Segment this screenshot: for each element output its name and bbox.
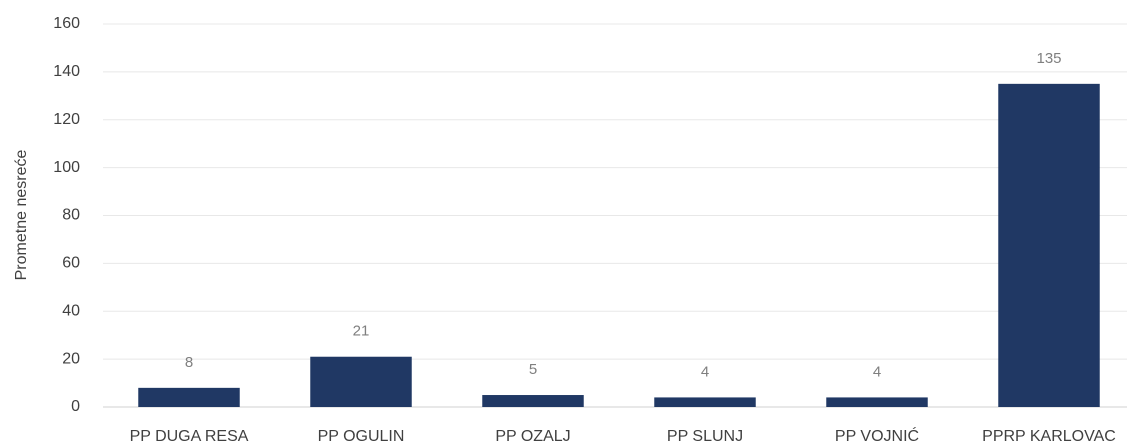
y-tick-label: 0 — [71, 398, 80, 415]
x-tick-label: PP OGULIN — [318, 428, 405, 445]
data-label: 4 — [701, 363, 709, 380]
y-tick-label: 140 — [53, 63, 80, 80]
x-tick-label: PP VOJNIĆ — [835, 426, 919, 445]
x-tick-label: PP OZALJ — [495, 428, 570, 445]
data-label: 8 — [185, 354, 193, 371]
bar — [138, 387, 240, 407]
bar — [654, 397, 756, 407]
x-tick-label: PPRP KARLOVAC — [982, 428, 1116, 445]
bar — [482, 395, 584, 407]
y-axis-label: Prometne nesreće — [13, 150, 30, 281]
bar — [826, 397, 928, 407]
y-tick-label: 60 — [62, 255, 80, 272]
data-label: 21 — [353, 323, 370, 340]
y-tick-label: 20 — [62, 350, 80, 367]
y-tick-label: 160 — [53, 15, 80, 32]
data-label: 135 — [1036, 50, 1061, 67]
y-tick-label: 80 — [62, 207, 80, 224]
y-tick-label: 120 — [53, 111, 80, 128]
y-tick-label: 100 — [53, 159, 80, 176]
data-label: 4 — [873, 363, 881, 380]
data-label: 5 — [529, 361, 537, 378]
x-tick-label: PP DUGA RESA — [130, 428, 249, 445]
bar — [310, 356, 412, 407]
y-tick-label: 40 — [62, 302, 80, 319]
bar — [998, 83, 1100, 407]
x-tick-label: PP SLUNJ — [667, 428, 743, 445]
